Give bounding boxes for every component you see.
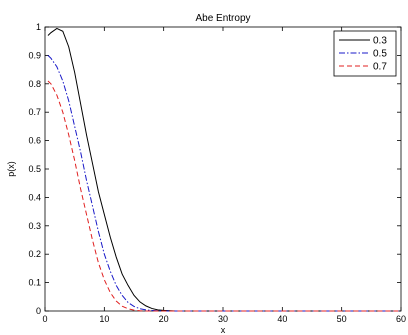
- y-tick-label: 0: [36, 306, 41, 316]
- y-axis-label: p(x): [6, 161, 16, 177]
- y-tick-label: 0.9: [28, 50, 41, 60]
- y-tick-label: 0.4: [28, 192, 41, 202]
- y-tick-label: 0.6: [28, 136, 41, 146]
- x-tick-label: 10: [99, 314, 109, 324]
- y-tick-label: 0.1: [28, 278, 41, 288]
- x-tick-label: 60: [396, 314, 406, 324]
- legend-label-0.3: 0.3: [373, 36, 387, 47]
- legend: 0.3 0.5 0.7: [333, 30, 397, 77]
- y-tick-label: 0.2: [28, 249, 41, 259]
- x-tick-label: 30: [218, 314, 228, 324]
- x-tick-label: 40: [277, 314, 287, 324]
- x-tick-label: 50: [337, 314, 347, 324]
- legend-label-0.7: 0.7: [373, 62, 387, 73]
- x-tick-label: 20: [159, 314, 169, 324]
- chart-title: Abe Entropy: [195, 13, 250, 24]
- legend-label-0.5: 0.5: [373, 49, 387, 60]
- x-tick-label: 0: [42, 314, 47, 324]
- x-axis-label: x: [221, 325, 226, 335]
- y-tick-label: 1: [36, 22, 41, 32]
- y-tick-label: 0.3: [28, 221, 41, 231]
- y-tick-label: 0.5: [28, 164, 41, 174]
- y-tick-label: 0.8: [28, 79, 41, 89]
- y-tick-label: 0.7: [28, 107, 41, 117]
- series-line-0.7: [47, 80, 401, 312]
